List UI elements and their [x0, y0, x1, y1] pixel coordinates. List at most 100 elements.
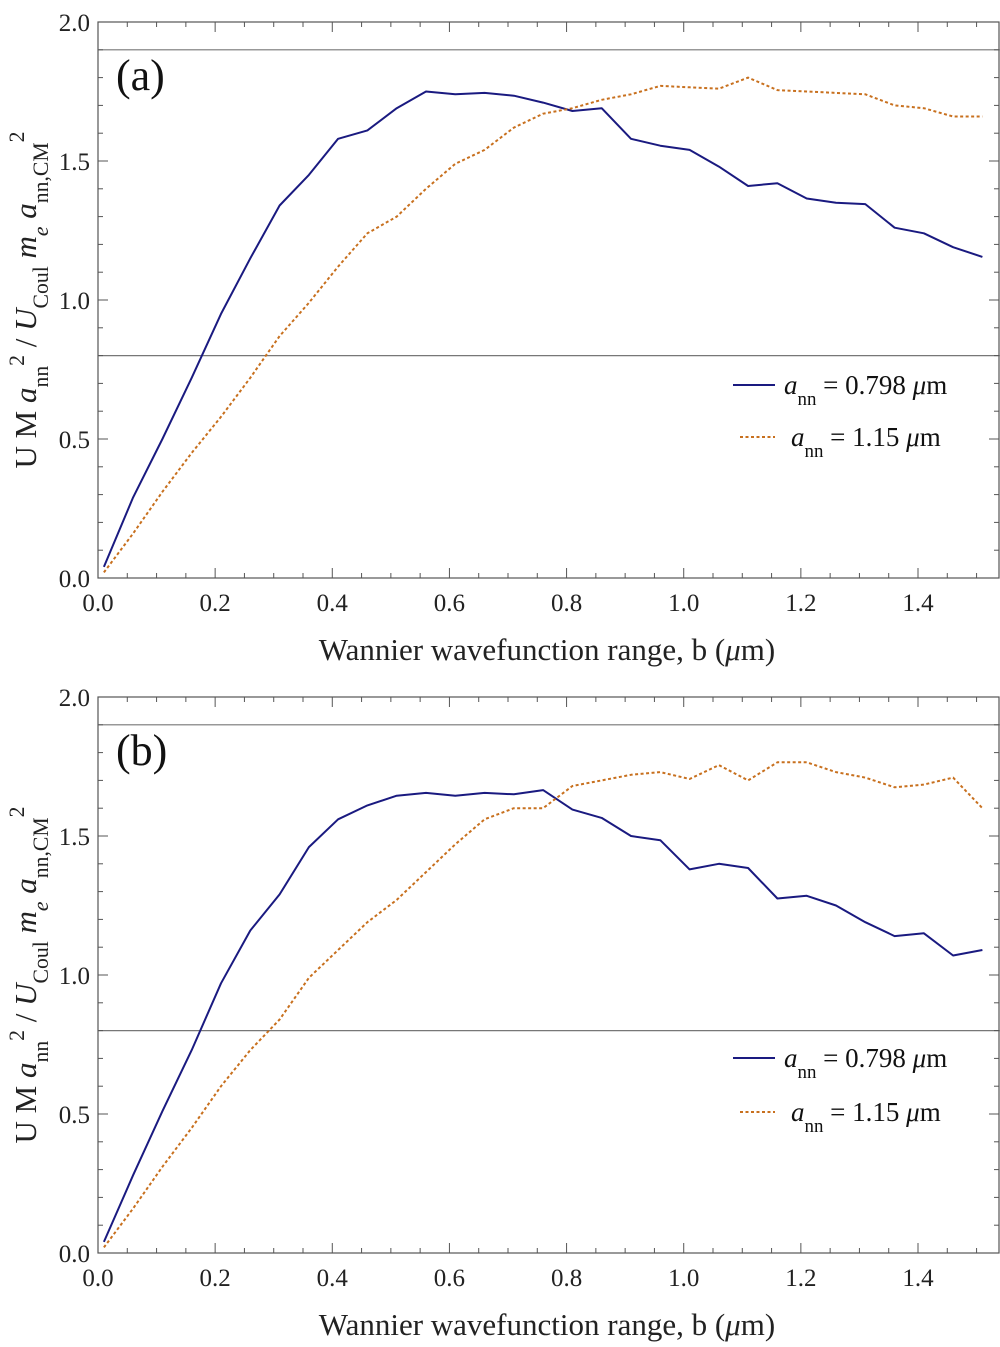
y-tick-label: 0.0 — [59, 1241, 90, 1268]
symbol-a: a — [791, 1097, 805, 1127]
text-run: U — [8, 1121, 43, 1143]
subscript: nn — [805, 441, 824, 462]
text-run: M — [8, 411, 43, 439]
subscript: nn — [798, 389, 817, 410]
text-run — [8, 403, 43, 411]
text-run: wavefunction — [431, 1307, 600, 1342]
x-tick-label: 0.2 — [200, 590, 231, 617]
symbol-u: U — [8, 981, 43, 1006]
chart-panel-b: 0.0 0.2 0.4 0.6 0.8 1.0 1.2 1.4 0.0 0.5 1.0 1.5 2.0 W… — [5, 685, 1000, 1342]
panel-label: (a) — [116, 51, 165, 100]
text-run — [423, 1307, 431, 1342]
text-run: , — [676, 632, 692, 667]
text-run: m — [741, 632, 765, 667]
x-tick-label: 0.8 — [551, 590, 582, 617]
text-run — [600, 632, 608, 667]
x-tick-label: 1.2 — [785, 590, 816, 617]
subscript: nn,CM — [29, 817, 53, 878]
text-run: = 0.798 — [816, 1043, 912, 1073]
symbol-a: a — [8, 388, 43, 404]
symbol-m: m — [8, 911, 43, 933]
y-tick-label: 1.0 — [59, 963, 90, 990]
y-tick-label: 1.0 — [59, 288, 90, 315]
subscript: nn — [29, 1041, 53, 1063]
text-run — [8, 259, 43, 267]
x-tick-label: 1.2 — [785, 1265, 816, 1292]
subscript: nn,CM — [29, 142, 53, 203]
text-run: ) — [765, 1307, 775, 1342]
text-run: m — [920, 1097, 941, 1127]
text-run — [8, 1113, 43, 1121]
text-run: range — [607, 1307, 676, 1342]
text-run — [8, 894, 43, 902]
x-tick-label: 0.0 — [82, 1265, 113, 1292]
plot-frame — [97, 21, 1000, 579]
text-run: wavefunction — [431, 632, 600, 667]
subscript: nn — [798, 1062, 817, 1083]
text-run: b — [692, 632, 708, 667]
x-tick-label: 1.0 — [668, 1265, 699, 1292]
symbol-mu: μ — [905, 1097, 920, 1127]
x-tick-label: 0.8 — [551, 1265, 582, 1292]
x-tick-label: 1.4 — [902, 590, 934, 617]
superscript: 2 — [5, 132, 29, 143]
series-line-ann-0798 — [102, 789, 983, 1243]
legend-label: ann = 0.798 μm — [784, 370, 947, 410]
superscript: 2 — [5, 1030, 29, 1041]
subscript: nn — [29, 366, 53, 388]
symbol-a: a — [784, 1043, 798, 1073]
text-run: ( — [707, 632, 725, 667]
x-tick-label: 0.4 — [317, 1265, 349, 1292]
text-run: ( — [707, 1307, 725, 1342]
superscript: 2 — [5, 807, 29, 818]
panel-label: (b) — [116, 726, 167, 775]
text-run: m — [926, 370, 947, 400]
y-tick-label: 1.5 — [59, 824, 90, 851]
text-run: / — [8, 331, 43, 355]
y-tick-label: 0.0 — [59, 566, 90, 593]
text-run: U — [8, 446, 43, 468]
symbol-a: a — [784, 370, 798, 400]
symbol-mu: μ — [905, 422, 920, 452]
text-run: b — [692, 1307, 708, 1342]
y-tick-label: 0.5 — [59, 427, 90, 454]
plot-frame — [97, 696, 1000, 1254]
text-run: = 1.15 — [823, 1097, 906, 1127]
text-run — [8, 219, 43, 227]
symbol-u: U — [8, 306, 43, 331]
subscript: nn — [805, 1116, 824, 1137]
x-tick-label: 0.2 — [200, 1265, 231, 1292]
y-axis-title: U M ann2 / UCoul me ann,CM2 — [5, 807, 53, 1144]
x-axis-title: Wannier wavefunction range, b (μm) — [319, 1307, 775, 1342]
y-tick-label: 2.0 — [59, 10, 90, 37]
subscript: Coul — [29, 266, 53, 308]
text-run: Wannier — [319, 1307, 424, 1342]
x-tick-label: 0.6 — [434, 1265, 465, 1292]
text-run: m — [741, 1307, 765, 1342]
symbol-mu: μ — [724, 1307, 741, 1342]
subscript: e — [29, 901, 53, 911]
y-tick-label: 1.5 — [59, 149, 90, 176]
text-run: m — [920, 422, 941, 452]
symbol-mu: μ — [912, 370, 927, 400]
x-tick-label: 0.6 — [434, 590, 465, 617]
y-tick-label: 0.5 — [59, 1102, 90, 1129]
text-run: ) — [765, 632, 775, 667]
text-run: m — [926, 1043, 947, 1073]
y-tick-label: 2.0 — [59, 685, 90, 712]
x-tick-label: 0.0 — [82, 590, 113, 617]
y-axis-title: U M ann2 / UCoul me ann,CM2 — [5, 132, 53, 469]
text-run: , — [676, 1307, 692, 1342]
legend-label: ann = 1.15 μm — [791, 422, 941, 462]
text-run: = 1.15 — [823, 422, 906, 452]
text-run: = 0.798 — [816, 370, 912, 400]
text-run — [8, 1078, 43, 1086]
symbol-m: m — [8, 236, 43, 258]
symbol-mu: μ — [912, 1043, 927, 1073]
superscript: 2 — [5, 355, 29, 366]
legend-label: ann = 0.798 μm — [784, 1043, 947, 1083]
x-tick-label: 1.0 — [668, 590, 699, 617]
text-run — [600, 1307, 608, 1342]
series-line-ann-115 — [103, 76, 983, 574]
symbol-mu: μ — [724, 632, 741, 667]
